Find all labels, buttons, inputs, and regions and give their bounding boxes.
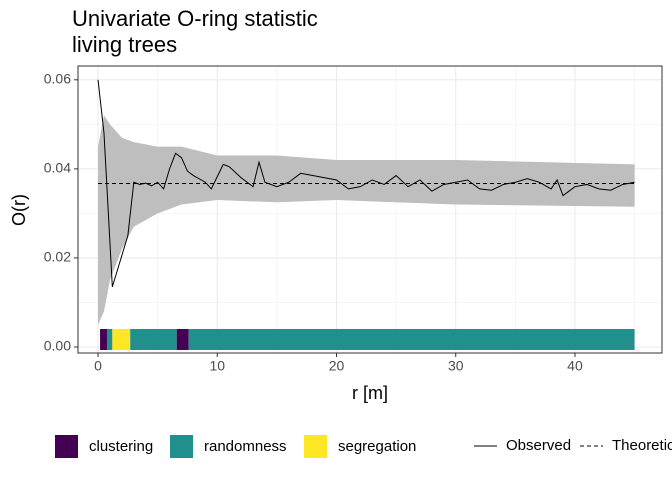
x-tick-label: 0: [94, 358, 102, 374]
classification-tile: [100, 328, 107, 350]
chart-title: Univariate O-ring statistic: [72, 6, 318, 31]
classification-tile: [106, 328, 113, 350]
x-tick-label: 30: [448, 358, 464, 374]
legend-label: segregation: [338, 438, 416, 455]
legend-label: clustering: [89, 438, 153, 455]
y-axis-label: O(r): [9, 194, 29, 226]
legend-key: [170, 435, 193, 458]
envelope-area: [98, 115, 635, 325]
classification-tile: [130, 328, 177, 350]
legend-label: randomness: [204, 438, 287, 455]
series-line: [97, 79, 635, 288]
classification-tile: [176, 328, 189, 350]
x-tick-label: 40: [567, 358, 583, 374]
legend-label: Observed: [506, 437, 571, 454]
y-tick-label: 0.02: [44, 249, 71, 265]
x-tick-label: 20: [329, 358, 345, 374]
y-tick-label: 0.04: [44, 160, 71, 176]
chart-subtitle: living trees: [72, 32, 177, 57]
legend-label: Theoretical: [612, 437, 672, 454]
legend-key: [55, 435, 78, 458]
y-tick-label: 0.00: [44, 338, 71, 354]
classification-tile: [112, 328, 131, 350]
x-axis-label: r [m]: [352, 383, 388, 403]
panel-border: [77, 65, 663, 354]
classification-tile: [188, 328, 635, 350]
x-tick-label: 10: [209, 358, 225, 374]
y-tick-label: 0.06: [44, 71, 71, 87]
legend-key: [304, 435, 327, 458]
